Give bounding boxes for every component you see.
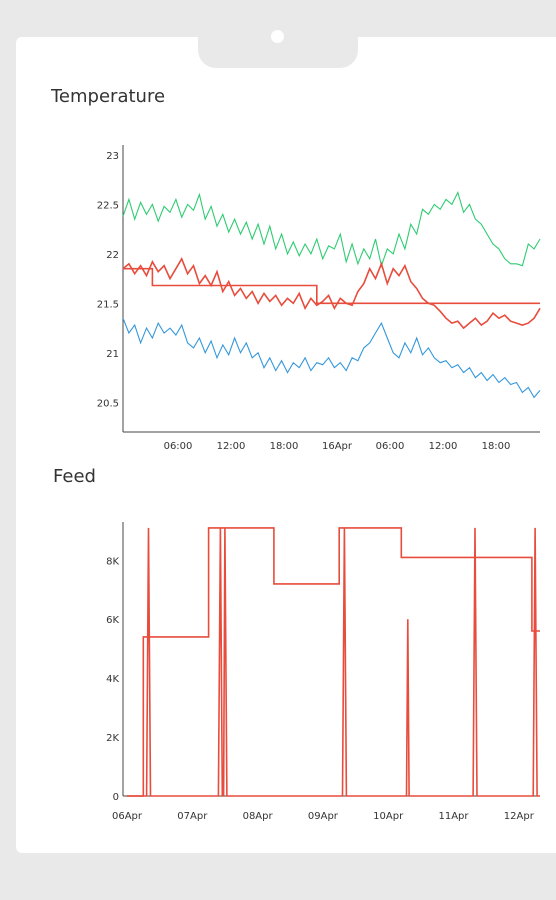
temp-x-tick: 12:00 — [429, 441, 458, 452]
temp-series-line-2 — [122, 317, 541, 399]
camera-icon — [271, 30, 284, 43]
temp-x-tick: 18:00 — [482, 441, 511, 452]
screen — [16, 37, 556, 853]
temp-y-tick: 23 — [106, 151, 119, 162]
feed-y-tick: 2K — [106, 733, 119, 744]
feed-x-tick: 09Apr — [308, 811, 339, 822]
feed-x-tick: 12Apr — [504, 811, 535, 822]
feed-x-tick: 08Apr — [243, 811, 274, 822]
feed-spike-line — [127, 527, 540, 797]
temp-x-tick: 06:00 — [376, 441, 405, 452]
temp-x-tick: 06:00 — [164, 441, 193, 452]
feed-x-tick: 11Apr — [438, 811, 469, 822]
temperature-chart-title: Temperature — [51, 86, 166, 107]
temp-series-line-3 — [123, 267, 540, 305]
temp-y-tick: 20.5 — [97, 398, 119, 409]
feed-y-tick: 4K — [106, 674, 119, 685]
feed-y-tick: 0 — [113, 792, 119, 803]
feed-x-tick: 07Apr — [177, 811, 208, 822]
temp-y-tick: 21 — [106, 349, 119, 360]
feed-y-tick: 8K — [106, 556, 119, 567]
temp-y-tick: 21.5 — [97, 299, 119, 310]
feed-step-line — [127, 527, 540, 797]
temp-x-tick: 18:00 — [270, 441, 299, 452]
feed-chart-title: Feed — [53, 466, 96, 487]
feed-y-tick: 6K — [106, 615, 119, 626]
temp-y-tick: 22 — [106, 250, 119, 261]
feed-x-tick: 06Apr — [112, 811, 143, 822]
temp-x-tick: 16Apr — [322, 441, 353, 452]
temp-series-line-1 — [122, 256, 541, 330]
feed-x-tick: 10Apr — [373, 811, 404, 822]
temp-y-tick: 22.5 — [97, 200, 119, 211]
temp-series-line-0 — [122, 190, 541, 268]
temp-x-tick: 12:00 — [217, 441, 246, 452]
